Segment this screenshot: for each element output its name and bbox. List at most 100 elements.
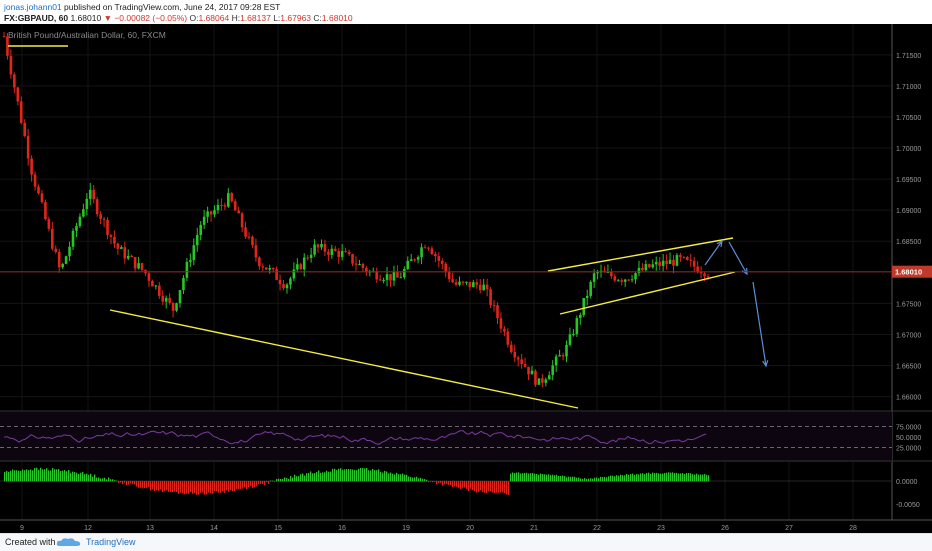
macd-histogram-bar bbox=[204, 481, 206, 495]
macd-histogram-bar bbox=[420, 477, 422, 482]
projection-arrow-up-head bbox=[716, 239, 723, 248]
candle-body bbox=[95, 199, 99, 215]
macd-histogram-bar bbox=[456, 481, 458, 487]
macd-histogram-bar bbox=[594, 477, 596, 482]
macd-histogram-bar bbox=[624, 475, 626, 482]
candle-body bbox=[527, 366, 530, 375]
candle-body bbox=[482, 284, 485, 291]
candle-body bbox=[396, 272, 399, 278]
macd-histogram-bar bbox=[76, 472, 78, 482]
candle-body bbox=[237, 210, 240, 214]
macd-histogram-bar bbox=[634, 474, 636, 482]
macd-histogram-bar bbox=[24, 470, 26, 482]
macd-histogram-bar bbox=[286, 478, 288, 482]
macd-histogram-bar bbox=[338, 468, 340, 482]
macd-histogram-bar bbox=[632, 473, 634, 482]
macd-histogram-bar bbox=[702, 474, 704, 482]
candle-body bbox=[358, 263, 361, 265]
macd-histogram-bar bbox=[268, 481, 270, 484]
macd-histogram-bar bbox=[318, 470, 320, 482]
macd-histogram-bar bbox=[4, 472, 6, 482]
candle-body bbox=[340, 251, 344, 257]
macd-histogram-bar bbox=[132, 481, 134, 485]
candle-body bbox=[271, 268, 275, 270]
candle-body bbox=[506, 331, 510, 345]
macd-histogram-bar bbox=[518, 472, 520, 482]
macd-histogram-bar bbox=[496, 481, 498, 493]
candle-body bbox=[330, 248, 334, 255]
macd-histogram-bar bbox=[430, 481, 432, 482]
candle-body bbox=[465, 281, 468, 283]
macd-histogram-bar bbox=[590, 478, 592, 482]
macd-histogram-bar bbox=[124, 481, 126, 483]
tradingview-link[interactable]: TradingView bbox=[86, 537, 136, 547]
macd-histogram-bar bbox=[80, 472, 82, 482]
macd-histogram-bar bbox=[548, 474, 550, 482]
macd-histogram-bar bbox=[512, 472, 514, 482]
macd-histogram-bar bbox=[254, 481, 256, 488]
candle-body bbox=[503, 328, 506, 332]
macd-histogram-bar bbox=[92, 476, 94, 482]
macd-histogram-bar bbox=[532, 472, 534, 482]
macd-histogram-bar bbox=[586, 478, 588, 482]
candle-body bbox=[389, 274, 392, 281]
macd-histogram-bar bbox=[490, 481, 492, 492]
candle-body bbox=[675, 255, 679, 266]
macd-histogram-bar bbox=[64, 470, 66, 482]
candle-body bbox=[544, 379, 548, 383]
candle-body bbox=[61, 263, 64, 268]
macd-histogram-bar bbox=[538, 474, 540, 482]
open-value: 1.68064 bbox=[198, 13, 230, 23]
macd-histogram-bar bbox=[96, 477, 98, 482]
rsi-tick-label: 25.0000 bbox=[896, 446, 921, 453]
macd-histogram-bar bbox=[322, 472, 324, 482]
price-axis[interactable]: 1.71500 1.71000 1.70500 1.70000 1.69500 1.690… bbox=[0, 24, 932, 520]
macd-histogram-bar bbox=[176, 481, 178, 492]
macd-pane: 0.0000 -0.0050 bbox=[0, 467, 920, 509]
time-tick-label: 20 bbox=[466, 525, 474, 532]
candle-body bbox=[616, 280, 620, 282]
macd-histogram-bar bbox=[592, 478, 594, 482]
macd-histogram-bar bbox=[366, 468, 368, 482]
macd-histogram-bar bbox=[146, 481, 148, 488]
macd-histogram-bar bbox=[336, 470, 338, 482]
macd-histogram-bar bbox=[44, 469, 46, 482]
macd-histogram-bar bbox=[6, 470, 8, 482]
macd-histogram-bar bbox=[642, 473, 644, 482]
macd-histogram-bar bbox=[70, 472, 72, 482]
macd-histogram-bar bbox=[550, 475, 552, 482]
macd-histogram-bar bbox=[218, 481, 220, 493]
candle-body bbox=[206, 211, 209, 217]
macd-histogram-bar bbox=[250, 481, 252, 487]
candle-body bbox=[541, 378, 544, 383]
candle-body bbox=[116, 243, 120, 249]
macd-histogram-bar bbox=[412, 477, 414, 482]
macd-histogram-bar bbox=[330, 471, 332, 482]
macd-histogram-bar bbox=[690, 473, 692, 482]
macd-histogram-bar bbox=[566, 477, 568, 482]
candle-body bbox=[37, 186, 40, 194]
macd-histogram-bar bbox=[530, 473, 532, 482]
candle-body bbox=[699, 272, 703, 274]
macd-histogram-bar bbox=[464, 481, 466, 488]
candle-body bbox=[175, 303, 178, 311]
candle-body bbox=[648, 264, 651, 268]
macd-histogram-bar bbox=[134, 481, 136, 485]
symbol-label: FX:GBPAUD, 60 bbox=[4, 13, 69, 23]
macd-histogram-bar bbox=[572, 476, 574, 482]
macd-histogram-bar bbox=[452, 481, 454, 487]
macd-histogram-bar bbox=[616, 475, 618, 482]
macd-histogram-bar bbox=[302, 473, 304, 482]
candle-body bbox=[703, 273, 706, 277]
macd-histogram-bar bbox=[580, 478, 582, 482]
open-label: O: bbox=[189, 13, 199, 23]
channel-upper-line bbox=[547, 237, 734, 272]
author-link[interactable]: jonas.johann01 bbox=[4, 2, 62, 12]
macd-histogram-bar bbox=[598, 478, 600, 482]
time-axis[interactable]: 9 12 13 14 15 16 19 20 21 22 23 26 27 28 bbox=[0, 519, 932, 533]
chart-canvas[interactable]: British Pound/Australian Dollar, 60, FXC… bbox=[0, 24, 932, 533]
macd-histogram-bar bbox=[156, 481, 158, 491]
macd-histogram-bar bbox=[444, 481, 446, 485]
macd-histogram-bar bbox=[522, 473, 524, 482]
macd-histogram-bar bbox=[364, 468, 366, 482]
